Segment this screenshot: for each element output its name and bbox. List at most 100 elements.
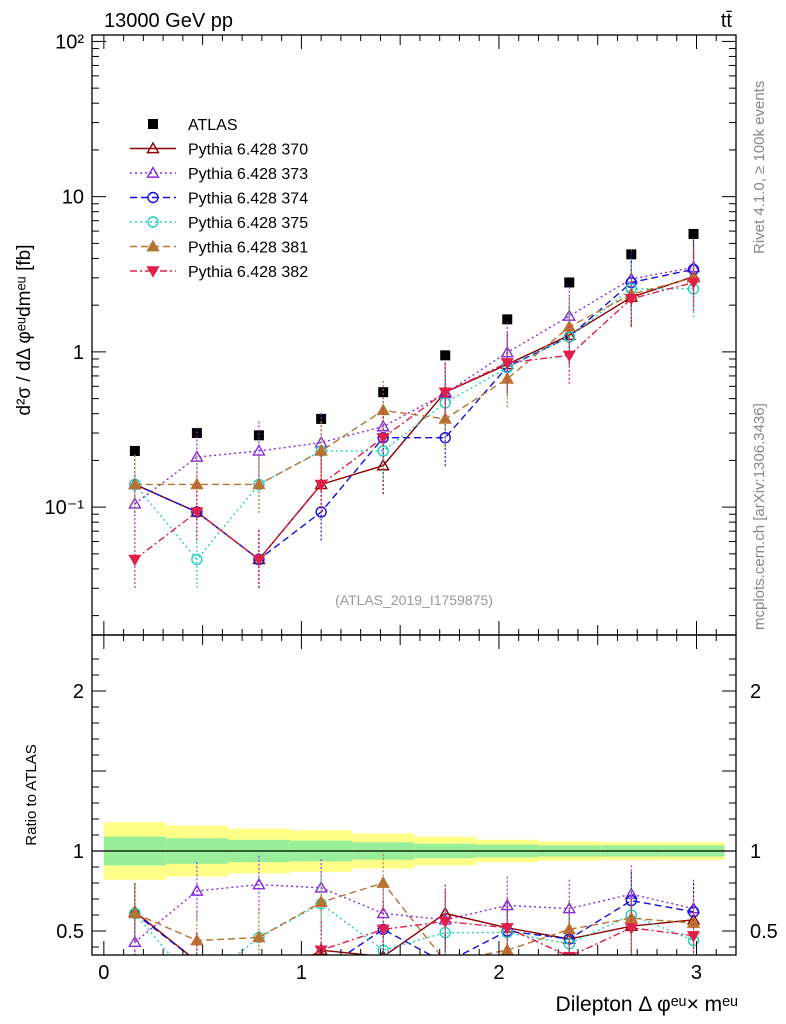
legend-marker	[146, 166, 160, 178]
legend-marker	[146, 266, 160, 278]
series-pythia-6.428-382	[128, 252, 701, 590]
series-line	[134, 276, 694, 561]
ratio-y-tick-label: 2	[750, 681, 761, 703]
data-point	[128, 477, 142, 490]
ratio-data	[128, 854, 701, 992]
ratio-point	[192, 956, 202, 966]
ratio-point	[128, 935, 142, 948]
legend-marker	[147, 216, 159, 228]
ratio-point	[252, 930, 266, 943]
data-point	[190, 507, 204, 519]
ratio-frame	[91, 634, 737, 956]
process-label: tt̄	[721, 10, 733, 32]
ratio-ylabel: Ratio to ATLAS	[23, 744, 40, 845]
ratio-line	[134, 899, 694, 955]
y-tick-label: 10	[62, 187, 84, 209]
ratio-point	[562, 951, 576, 955]
data-point	[128, 554, 142, 567]
ratio-point	[444, 954, 446, 955]
data-point	[686, 277, 701, 290]
ratio-point	[190, 884, 204, 896]
ratio-y-tick-label: 2	[73, 681, 84, 703]
data-point	[440, 350, 451, 361]
legend-label: Pythia 6.428 373	[188, 166, 308, 183]
data-point	[500, 358, 514, 370]
ratio-point	[129, 975, 140, 985]
data-point	[438, 411, 452, 424]
data-point	[562, 350, 576, 363]
ratio-point	[500, 923, 514, 935]
x-tick-label: 1	[296, 962, 307, 984]
legend-label: Pythia 6.428 381	[188, 240, 308, 257]
ratio-y-tick-label: 1	[73, 841, 84, 863]
legend-label: Pythia 6.428 370	[188, 142, 308, 159]
ratio-point	[128, 906, 142, 919]
ratio-point	[686, 931, 701, 943]
data-point	[191, 553, 203, 566]
legend-item: Pythia 6.428 370	[130, 142, 308, 159]
ratio-line	[311, 920, 694, 955]
ratio-point	[316, 966, 326, 976]
data-point	[376, 432, 390, 445]
data-point	[564, 277, 575, 288]
data-point	[688, 228, 699, 239]
legend-marker	[146, 141, 160, 154]
x-tick-label: 2	[493, 962, 504, 984]
ratio-y-tick-label: 0.5	[56, 921, 84, 943]
ratio-panel: 0.5 0.5 1 1 2 2 0 1 2 3	[56, 634, 778, 992]
legend-label: Pythia 6.428 375	[188, 215, 308, 232]
legend-label: ATLAS	[188, 117, 238, 134]
xlabel: Dilepton Δ φᵉᵘ× mᵉᵘ	[556, 993, 738, 1016]
data-point	[500, 345, 514, 358]
ratio-point	[192, 982, 202, 992]
data-point	[624, 294, 638, 306]
series-line	[134, 288, 694, 561]
series-line	[134, 268, 694, 561]
data-point	[129, 445, 140, 456]
legend-marker	[146, 239, 160, 252]
series-line	[134, 281, 694, 561]
ratio-y-tick-label: 1	[750, 841, 761, 863]
legend-marker	[148, 119, 158, 129]
legend-label: Pythia 6.428 374	[188, 191, 308, 208]
data-point	[252, 477, 266, 490]
ratio-line	[134, 882, 694, 955]
series-atlas	[129, 228, 699, 456]
x-tick-label: 3	[691, 962, 702, 984]
ratio-point	[254, 980, 264, 990]
x-tick-label: 0	[98, 962, 109, 984]
ratio-point	[252, 877, 266, 890]
series-line	[134, 266, 694, 505]
data-point	[314, 479, 328, 492]
legend-label: Pythia 6.428 382	[188, 264, 308, 281]
mcplots-label: mcplots.cern.ch [arXiv:1306.3436]	[751, 403, 768, 630]
ratio-point	[500, 943, 514, 955]
series-line	[134, 277, 694, 486]
legend-marker	[147, 191, 159, 204]
legend-item: Pythia 6.428 373	[130, 166, 308, 183]
rivet-label: Rivet 4.1.0, ≥ 100k events	[751, 81, 768, 254]
ratio-point	[624, 923, 638, 935]
ratio-point	[253, 981, 264, 991]
ratio-point	[253, 980, 264, 990]
ratio-point	[314, 895, 328, 908]
legend-item: ATLAS	[148, 117, 238, 134]
y-tick-label: 1	[73, 342, 84, 364]
legend-item: Pythia 6.428 382	[130, 264, 308, 281]
ratio-line	[134, 902, 694, 955]
ratio-point	[440, 958, 450, 968]
series-pythia-6.428-381	[128, 248, 701, 514]
data-point	[252, 554, 266, 567]
main-panel: 10⁻¹ 1 10 10²	[45, 31, 737, 636]
ratio-line	[134, 911, 694, 955]
legend-item: Pythia 6.428 381	[130, 240, 308, 257]
ratio-line	[134, 883, 694, 943]
ratio-point	[376, 876, 390, 888]
data-point	[502, 314, 513, 325]
energy-label: 13000 GeV pp	[104, 10, 233, 32]
data-point	[438, 387, 452, 399]
ratio-y-tick-label: 0.5	[750, 921, 778, 943]
legend-item: Pythia 6.428 374	[130, 191, 308, 208]
legend-item: Pythia 6.428 375	[130, 215, 308, 232]
